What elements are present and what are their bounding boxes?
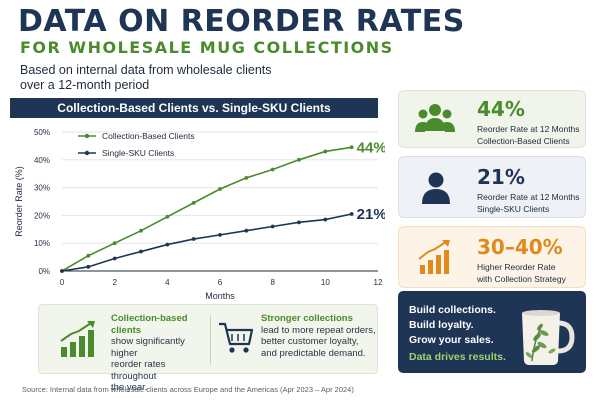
data-point: [139, 249, 143, 254]
stat-value: 44%: [477, 97, 525, 121]
series-end-label: 44%: [357, 139, 385, 156]
series-line-2: [61, 213, 352, 272]
stat-caption-line: Reorder Rate at 12 Months: [477, 124, 580, 134]
legend-label: Collection-Based Clients: [102, 131, 195, 141]
x-tick-label: 8: [270, 278, 275, 287]
stat-card-higher-rate: 30–40% Higher Reorder Rate with Collecti…: [398, 226, 586, 288]
cta-tagline: Data drives results.: [409, 351, 506, 363]
description-line: over a 12-month period: [20, 78, 150, 92]
data-point: [323, 149, 328, 154]
source-note: Source: Internal data from wholesale cli…: [22, 385, 354, 394]
line-chart: 0% 10% 20% 30% 40% 50% 0 2 4 6 8 10 12 Reorder Rate…: [14, 128, 385, 301]
stat-value: 30–40%: [477, 235, 563, 259]
data-point: [323, 217, 328, 222]
y-tick-label: 20%: [34, 211, 50, 220]
data-point: [60, 269, 64, 273]
data-point: [191, 237, 196, 241]
insight-right-line: lead to more repeat orders,: [261, 324, 376, 336]
data-point: [112, 256, 117, 261]
y-tick-labels: 0% 10% 20% 30% 40% 50%: [34, 128, 50, 276]
person-icon: [421, 171, 461, 211]
growth-chart-icon: [417, 239, 457, 279]
insight-left-line: reorder rates throughout: [111, 359, 166, 382]
stat-caption-line: Collection-Based Clients: [477, 135, 570, 146]
y-tick-label: 10%: [34, 239, 50, 248]
shopping-cart-icon: [219, 322, 254, 353]
insights-box: Collection-based clients show significan…: [38, 304, 378, 393]
growth-bars-icon: [60, 321, 95, 357]
legend-label: Single-SKU Clients: [102, 148, 174, 158]
x-tick-label: 12: [374, 278, 383, 287]
stat-caption: Reorder Rate at 12 Months Collection-Bas…: [477, 124, 580, 147]
x-tick-label: 6: [218, 278, 223, 287]
y-axis-label: Reorder Rate (%): [14, 166, 24, 237]
series-end-label: 21%: [357, 206, 385, 223]
description: Based on internal data from wholesale cl…: [20, 63, 320, 93]
mug-icon: [522, 310, 575, 365]
chart-title: Collection-Based Clients vs. Single-SKU …: [10, 98, 378, 118]
insight-left-line: show significantly higher: [111, 336, 185, 359]
y-tick-label: 30%: [34, 184, 50, 193]
stat-caption-line: Higher Reorder Rate: [477, 262, 556, 272]
insight-right-heading: Stronger collections: [261, 313, 353, 324]
stat-value: 21%: [477, 165, 525, 189]
insight-right-line: better customer loyalty,: [261, 336, 359, 347]
data-point: [165, 214, 170, 219]
y-tick-label: 50%: [34, 128, 50, 137]
stat-caption-line: Reorder Rate at 12 Months: [477, 192, 580, 202]
x-tick-label: 0: [60, 278, 65, 287]
data-point: [349, 212, 354, 216]
series-line-1: [61, 146, 352, 272]
data-point: [86, 253, 91, 258]
legend-marker: [84, 133, 90, 139]
x-tick-labels: 0 2 4 6 8 10 12: [60, 278, 383, 287]
data-point: [270, 224, 275, 229]
data-point: [244, 228, 249, 233]
chart-legend: Collection-Based Clients Single-SKU Clien…: [78, 131, 195, 158]
insight-right-line: and predictable demand.: [261, 347, 366, 359]
data-point: [297, 220, 301, 225]
data-point: [297, 157, 301, 162]
page-subtitle: FOR WHOLESALE MUG COLLECTIONS: [20, 38, 394, 57]
y-tick-label: 40%: [34, 156, 50, 165]
x-tick-label: 2: [112, 278, 117, 287]
data-point: [270, 167, 275, 172]
x-axis-label: Months: [205, 291, 235, 301]
cta-panel: Build collections. Build loyalty. Grow y…: [398, 291, 586, 373]
cta-line: Build loyalty.: [409, 319, 474, 331]
legend-marker: [84, 150, 90, 156]
data-point: [191, 200, 196, 205]
stat-card-single-sku: 21% Reorder Rate at 12 Months Single-SKU…: [398, 156, 586, 218]
data-point: [218, 232, 222, 237]
cta-line: Grow your sales.: [409, 334, 494, 346]
data-point: [86, 264, 91, 269]
data-point: [165, 242, 170, 247]
y-tick-label: 0%: [38, 267, 50, 276]
insight-right: Stronger collections lead to more repeat…: [261, 313, 377, 359]
x-tick-label: 10: [321, 278, 330, 287]
data-point: [218, 187, 222, 191]
stat-caption-line: with Collection Strategy: [477, 273, 566, 284]
stat-caption-line: Single-SKU Clients: [477, 203, 550, 214]
description-line: Based on internal data from wholesale cl…: [20, 63, 272, 77]
insight-left: Collection-based clients show significan…: [111, 313, 207, 394]
stat-caption: Reorder Rate at 12 Months Single-SKU Cli…: [477, 192, 580, 215]
data-point: [139, 228, 143, 233]
data-point: [244, 175, 249, 180]
insight-left-heading: Collection-based clients: [111, 313, 188, 336]
stat-card-collection: 44% Reorder Rate at 12 Months Collection…: [398, 90, 586, 148]
page-title: DATA ON REORDER RATES: [18, 4, 465, 39]
insight-left-line: the year.: [111, 382, 148, 393]
insights-divider: [210, 315, 211, 365]
cta-line: Build collections.: [409, 304, 496, 316]
data-point: [112, 241, 117, 246]
data-point: [349, 145, 354, 150]
group-icon: [415, 101, 455, 141]
x-tick-label: 4: [165, 278, 170, 287]
stat-caption: Higher Reorder Rate with Collection Stra…: [477, 262, 566, 285]
chart-series: 44% 21%: [60, 139, 385, 273]
